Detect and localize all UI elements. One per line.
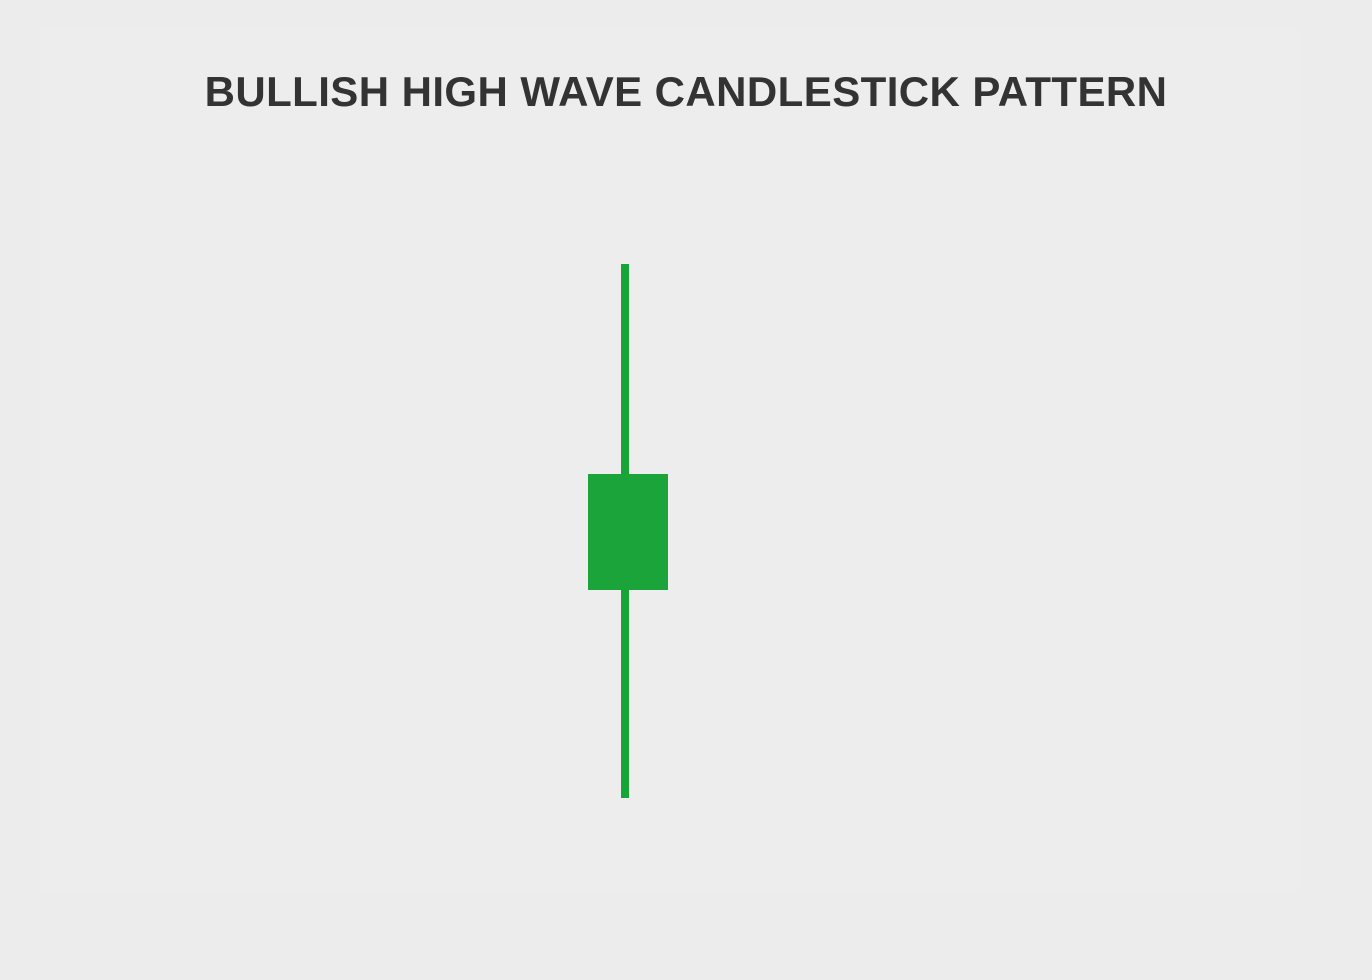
- inner-panel: [40, 28, 1300, 892]
- candlestick-body: [588, 474, 668, 590]
- diagram-canvas: BULLISH HIGH WAVE CANDLESTICK PATTERN: [0, 0, 1372, 980]
- diagram-title: BULLISH HIGH WAVE CANDLESTICK PATTERN: [0, 68, 1372, 116]
